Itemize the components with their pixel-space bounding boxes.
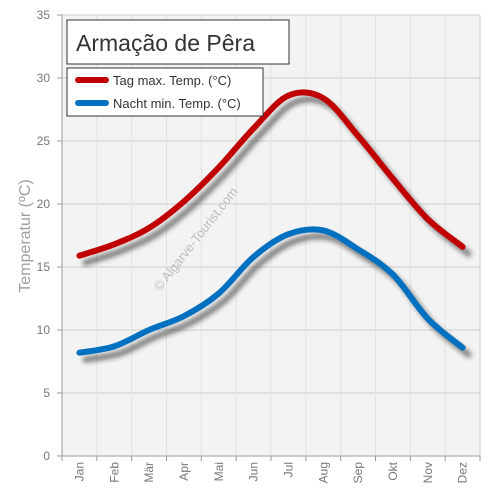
x-tick-label: Jun [247, 462, 261, 481]
x-tick-label: Mär [142, 462, 156, 483]
x-tick-label: Jul [281, 462, 295, 477]
x-tick-label: Sep [351, 462, 365, 484]
y-tick-label: 30 [37, 71, 51, 85]
y-tick-label: 35 [37, 8, 51, 22]
x-tick-label: Dez [456, 462, 470, 483]
y-tick-label: 15 [37, 260, 51, 274]
title-box: Armação de Pêra [66, 19, 290, 65]
x-tick-label: Okt [386, 461, 400, 480]
x-tick-label: Mai [212, 462, 226, 481]
legend-label-0: Tag max. Temp. (°C) [113, 73, 231, 88]
series-line-1 [76, 226, 466, 356]
x-tick-label: Nov [421, 462, 435, 483]
y-axis-ticks: 0 5 10 15 20 25 30 35 [37, 8, 62, 463]
y-tick-label: 20 [37, 197, 51, 211]
y-axis-label: Temperatur (ºC) [17, 179, 34, 292]
x-axis-ticks: Jan Feb Mär Apr Mai Jun Jul Aug Sep Okt Nov Dez [72, 456, 481, 484]
series-lines [76, 89, 466, 356]
chart-title: Armação de Pêra [76, 30, 255, 56]
x-tick-label: Feb [107, 462, 121, 483]
y-tick-label: 10 [37, 323, 51, 337]
x-tick-label: Apr [177, 462, 191, 481]
series-line-0 [76, 89, 466, 259]
legend: Tag max. Temp. (°C) Nacht min. Temp. (°C) [66, 67, 264, 117]
y-tick-label: 25 [37, 134, 51, 148]
y-tick-label: 5 [43, 386, 50, 400]
y-tick-label: 0 [43, 449, 50, 463]
x-tick-label: Jan [72, 462, 86, 481]
legend-label-1: Nacht min. Temp. (°C) [113, 96, 241, 111]
x-tick-label: Aug [316, 462, 330, 483]
